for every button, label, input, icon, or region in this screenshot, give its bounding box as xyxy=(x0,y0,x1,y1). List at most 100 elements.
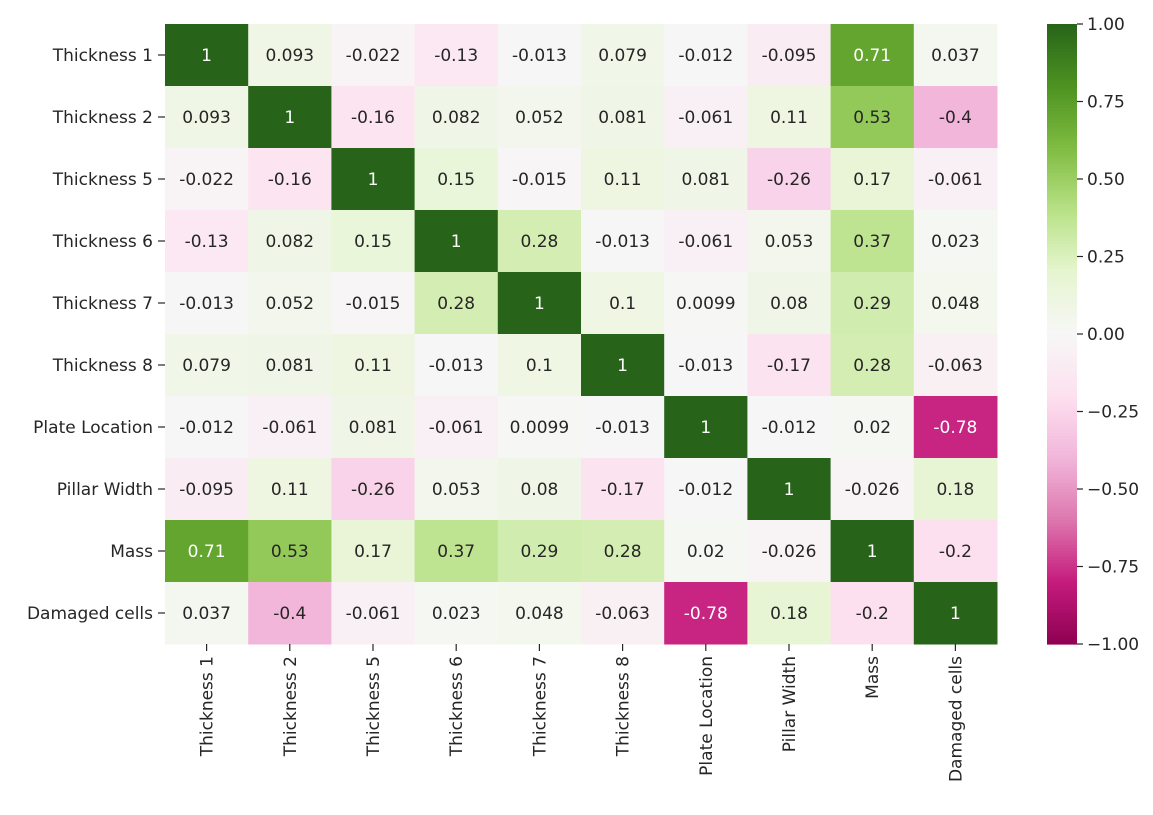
cell-value-label: -0.015 xyxy=(512,170,567,190)
heatmap-cell xyxy=(414,582,499,645)
colorbar-segment xyxy=(1047,250,1077,254)
colorbar-segment xyxy=(1047,61,1077,65)
column-tick-label: Thickness 1 xyxy=(198,656,218,757)
heatmap-cell xyxy=(830,86,915,149)
colorbar-segment xyxy=(1047,141,1077,146)
colorbar-segment xyxy=(1047,492,1077,496)
cell-value-label: 0.081 xyxy=(349,418,398,438)
cell-value-label: -0.095 xyxy=(762,46,817,66)
colorbar-segment xyxy=(1047,315,1077,320)
colorbar-segment xyxy=(1047,148,1077,152)
heatmap-cell xyxy=(497,334,582,397)
colorbar-segment xyxy=(1047,609,1077,614)
heatmap-cell xyxy=(664,458,748,521)
column-tick-label: Thickness 7 xyxy=(530,656,550,757)
colorbar-segment xyxy=(1047,70,1077,75)
colorbar-segment xyxy=(1047,414,1077,419)
colorbar-segment xyxy=(1047,107,1077,112)
colorbar-segment xyxy=(1047,575,1077,580)
colorbar-segment xyxy=(1047,132,1077,137)
colorbar-segment xyxy=(1047,622,1077,626)
colorbar-segment xyxy=(1047,330,1077,335)
colorbar-segment xyxy=(1047,234,1077,239)
colorbar-segment xyxy=(1047,337,1077,341)
colorbar-segment xyxy=(1047,464,1077,468)
cell-value-label: 1 xyxy=(451,232,462,252)
colorbar-segment xyxy=(1047,454,1077,459)
colorbar-tick-label: 0.00 xyxy=(1087,325,1125,345)
heatmap-cell xyxy=(414,520,499,583)
heatmap-cell xyxy=(581,520,665,583)
heatmap-cell xyxy=(830,520,915,583)
colorbar-segment xyxy=(1047,423,1077,428)
column-tick-label: Mass xyxy=(863,656,883,699)
heatmap-cell xyxy=(497,582,582,645)
colorbar-segment xyxy=(1047,293,1077,298)
heatmap-cell xyxy=(913,272,998,335)
heatmap-cell xyxy=(497,458,582,521)
cell-value-label: -0.061 xyxy=(928,170,983,190)
heatmap-cell xyxy=(331,458,416,521)
colorbar-segment xyxy=(1047,104,1077,109)
colorbar-segment xyxy=(1047,309,1077,313)
colorbar-tick-label: 1.00 xyxy=(1087,15,1125,35)
heatmap-cell xyxy=(248,520,332,583)
cell-value-label: -0.063 xyxy=(928,356,983,376)
colorbar-segment xyxy=(1047,135,1077,140)
colorbar-segment xyxy=(1047,625,1077,630)
colorbar-segment xyxy=(1047,151,1077,155)
colorbar-segment xyxy=(1047,89,1077,93)
cell-value-label: 0.037 xyxy=(182,604,231,624)
cell-value-label: 0.079 xyxy=(598,46,647,66)
cell-value-label: -0.26 xyxy=(767,170,811,190)
colorbar-segment xyxy=(1047,578,1077,583)
colorbar-segment xyxy=(1047,303,1077,307)
cell-value-label: 0.18 xyxy=(770,604,808,624)
colorbar-segment xyxy=(1047,259,1077,264)
heatmap-cell xyxy=(331,520,416,583)
colorbar-segment xyxy=(1047,144,1077,149)
colorbar-segment xyxy=(1047,361,1077,366)
cell-value-label: 0.0099 xyxy=(510,418,569,438)
cell-value-label: -0.015 xyxy=(346,294,401,314)
heatmap-cell xyxy=(830,334,915,397)
row-tick-label: Thickness 1 xyxy=(52,46,153,66)
heatmap-cell xyxy=(248,334,332,397)
cell-value-label: -0.2 xyxy=(939,542,972,562)
colorbar-segment xyxy=(1047,358,1077,363)
row-tick-label: Plate Location xyxy=(33,418,153,438)
cell-value-label: 0.052 xyxy=(265,294,314,314)
cell-value-label: -0.012 xyxy=(762,418,817,438)
colorbar-tick-label: −0.25 xyxy=(1087,403,1139,423)
heatmap-cell xyxy=(414,210,499,273)
cell-value-label: 0.048 xyxy=(515,604,564,624)
cell-value-label: -0.012 xyxy=(678,480,733,500)
cell-value-label: -0.022 xyxy=(346,46,401,66)
cell-value-label: 0.11 xyxy=(271,480,309,500)
heatmap-cell xyxy=(581,396,665,459)
cell-value-label: -0.026 xyxy=(762,542,817,562)
colorbar-segment xyxy=(1047,616,1077,620)
colorbar-segment xyxy=(1047,513,1077,518)
colorbar-segment xyxy=(1047,157,1077,161)
colorbar-segment xyxy=(1047,510,1077,515)
colorbar-segment xyxy=(1047,402,1077,406)
colorbar-segment xyxy=(1047,547,1077,552)
cell-value-label: 1 xyxy=(784,480,795,500)
heatmap-cell xyxy=(913,520,998,583)
cell-value-label: -0.16 xyxy=(351,108,395,128)
colorbar-segment xyxy=(1047,203,1077,208)
colorbar-tick-label: −0.75 xyxy=(1087,558,1139,578)
colorbar-segment xyxy=(1047,389,1077,394)
colorbar-segment xyxy=(1047,470,1077,475)
cell-value-label: 0.28 xyxy=(520,232,558,252)
cell-value-label: 1 xyxy=(368,170,379,190)
heatmap-cell xyxy=(248,210,332,273)
heatmap-cell xyxy=(497,24,582,87)
cell-value-label: 0.28 xyxy=(437,294,475,314)
cell-value-label: 0.082 xyxy=(265,232,314,252)
cell-value-label: 0.29 xyxy=(520,542,558,562)
colorbar-segment xyxy=(1047,606,1077,611)
colorbar-segment xyxy=(1047,200,1077,205)
row-tick-label: Thickness 6 xyxy=(52,232,153,252)
